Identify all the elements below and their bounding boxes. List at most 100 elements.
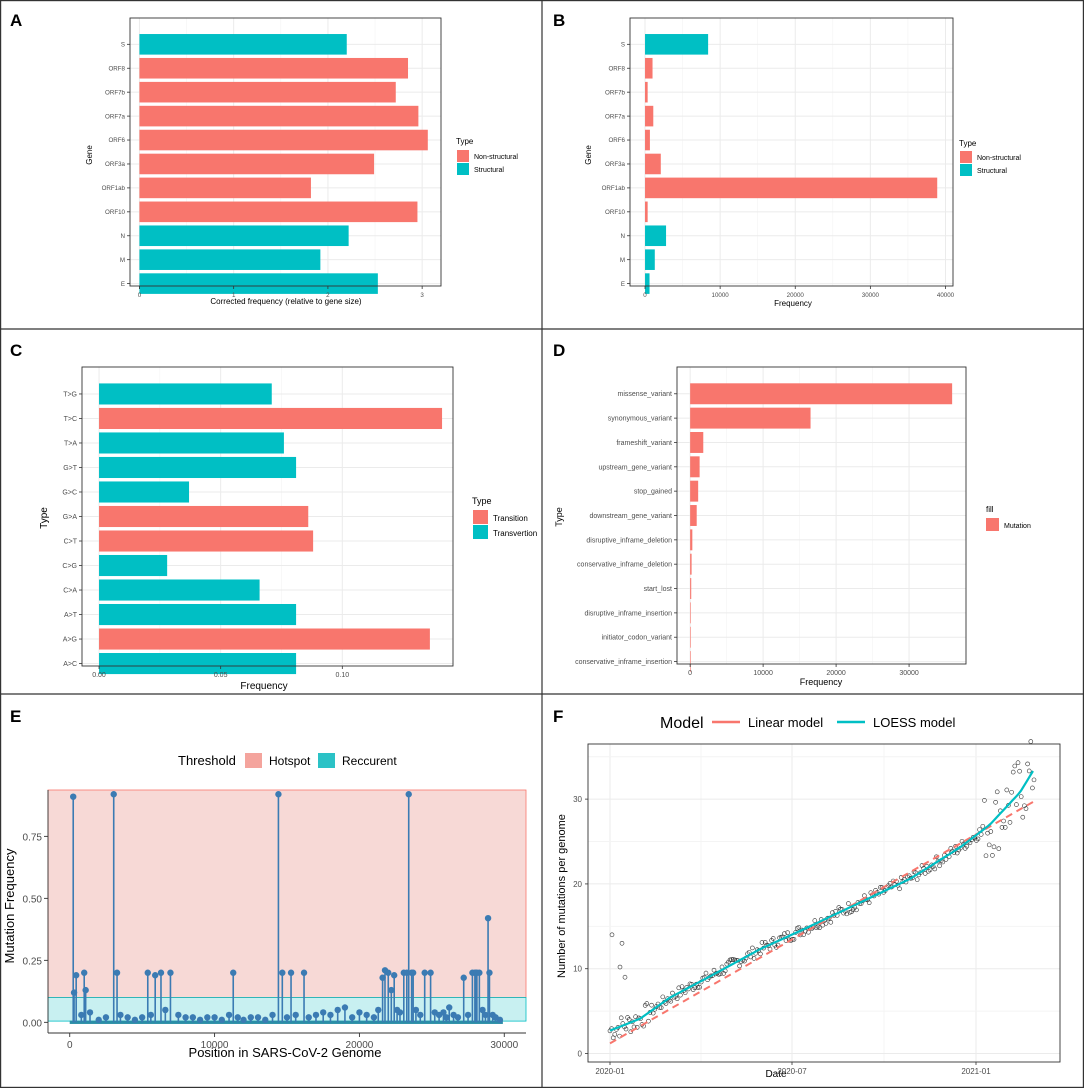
lollipop-point (460, 974, 467, 981)
bar-a-c (99, 653, 297, 675)
lollipop-point (275, 791, 282, 798)
data-point (622, 974, 628, 980)
data-point (1015, 760, 1021, 766)
y-tick-label: S (121, 41, 125, 48)
chart-d-legend-swatch-red (986, 518, 999, 531)
lollipop-point (385, 969, 392, 976)
y-tick-label: ORF7a (105, 113, 126, 120)
data-point (646, 1018, 651, 1024)
lollipop-point (484, 914, 492, 922)
plot-border (81, 366, 454, 667)
plot-border (676, 366, 967, 665)
y-tick-label: 0.75 (23, 832, 43, 843)
bar-missense-variant (690, 383, 953, 405)
data-point (948, 846, 954, 851)
y-tick-label: C>A (63, 587, 77, 594)
data-point (751, 956, 757, 961)
chart-b-y-title: Gene (584, 145, 593, 165)
lollipop-point (131, 1016, 139, 1024)
chart-a-legend: Type Non-structural Structural (456, 137, 518, 175)
data-point (964, 843, 970, 849)
data-point (866, 900, 872, 906)
data-point (898, 875, 904, 880)
data-point (697, 984, 702, 990)
chart-b-legend-title: Type (959, 139, 977, 148)
y-tick-label: E (121, 281, 125, 288)
y-tick-label: M (120, 257, 125, 264)
data-point (994, 789, 1000, 795)
chart-b-x-title: Frequency (774, 299, 812, 308)
lollipop-point (254, 1014, 262, 1021)
data-point (982, 798, 987, 803)
y-tick-label: A>T (64, 612, 78, 619)
y-tick-label: ORF6 (108, 137, 125, 144)
y-tick-label: synonymous_variant (608, 416, 672, 423)
chart-c-y-title: Type (39, 507, 50, 529)
lollipop-point (211, 1014, 218, 1021)
x-tick-label: 30000 (899, 670, 919, 677)
lollipop-point (312, 1011, 320, 1019)
lollipop-point (124, 1014, 131, 1021)
bar-orf7a (139, 105, 419, 127)
scatter-points (607, 739, 1037, 1041)
lollipop-point (370, 1014, 378, 1021)
lollipop-point (446, 1004, 453, 1011)
y-tick-label: N (121, 233, 125, 240)
bar-orf6 (139, 129, 428, 151)
data-point (1020, 814, 1026, 820)
lollipop-point (409, 969, 417, 976)
lollipop-point (363, 1011, 370, 1019)
lollipop-point (189, 1014, 197, 1021)
x-tick-label: 10000 (712, 292, 730, 299)
chart-e-plot: 0 10000 20000 30000 0.00 0.25 0.50 0.75 (23, 789, 527, 1051)
lollipop-point (240, 1016, 247, 1024)
chart-b-legend-swatch-red (960, 151, 972, 163)
lollipop-point (151, 972, 159, 979)
y-tick-label: M (620, 257, 625, 264)
bar-e (645, 273, 650, 294)
data-point (628, 1029, 634, 1035)
lollipop-point (144, 969, 151, 976)
bar-c-a (99, 579, 260, 601)
lollipop-point (375, 1006, 382, 1014)
lollipop-point (182, 1014, 189, 1021)
y-tick-label: C>G (62, 563, 77, 570)
y-tick-label: ORF3a (605, 161, 626, 168)
bar-g-a (99, 505, 309, 528)
bar-m (139, 249, 321, 270)
panel-label-a: A (10, 11, 22, 30)
bar-orf7a (645, 105, 654, 127)
data-point (650, 1010, 656, 1016)
chart-c-legend: Type Transition Transvertion (472, 496, 537, 539)
lollipop-point (82, 986, 89, 994)
data-point (626, 1017, 632, 1022)
y-tick-label: downstream_gene_variant (590, 513, 673, 520)
data-point (1012, 763, 1018, 769)
chart-c-legend-title: Type (472, 496, 492, 506)
data-point (986, 842, 992, 848)
bar-orf8 (645, 57, 653, 79)
data-point (695, 985, 701, 990)
data-point (711, 967, 717, 973)
lollipop-point (279, 969, 286, 976)
data-point (737, 963, 742, 969)
data-point (932, 866, 938, 872)
lollipop-point (427, 969, 434, 976)
x-tick-label: 2021-01 (961, 1067, 991, 1076)
bar-n (645, 225, 667, 247)
chart-f: Model Linear model LOESS model Date Numb… (556, 715, 955, 1080)
x-tick-label: 1 (232, 292, 236, 299)
data-point (1030, 785, 1035, 791)
data-point (854, 907, 859, 913)
data-point (914, 877, 920, 882)
y-tick-label: ORF10 (605, 209, 626, 216)
y-tick-label: ORF1ab (602, 185, 626, 192)
hotspot-band (48, 790, 526, 998)
bar-start-lost (690, 578, 692, 600)
data-point (1031, 777, 1037, 783)
data-point (988, 829, 994, 834)
chart-e-legend: Threshold Hotspot Reccurent (178, 753, 397, 768)
bar-m (645, 249, 655, 270)
chart-f-legend-title: Model (660, 715, 704, 732)
